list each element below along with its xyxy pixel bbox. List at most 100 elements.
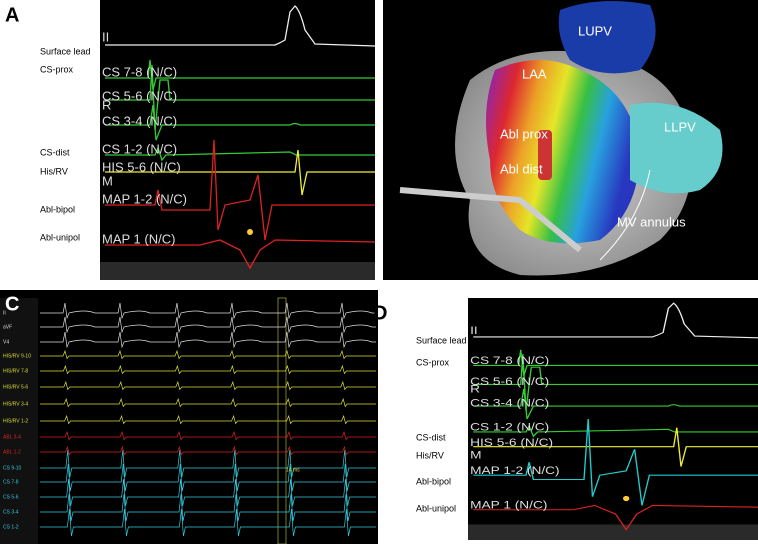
trace — [105, 146, 375, 162]
trace — [473, 504, 758, 531]
activation-map — [486, 60, 640, 244]
channel-label: HIS/RV 1-2 — [3, 418, 28, 424]
panel-letter: D — [373, 302, 387, 324]
trace — [40, 508, 376, 537]
side-label: His/RV — [416, 450, 444, 460]
screen-bg — [100, 0, 375, 280]
screen-footer — [468, 524, 758, 540]
abl-catheter — [538, 130, 552, 180]
channel-label: MAP 1 (N/C) — [470, 499, 547, 512]
channel-label: HIS 5-6 (N/C) — [102, 159, 181, 174]
channel-label: MAP 1-2 (N/C) — [102, 191, 187, 206]
channel-label: CS 5-6 (N/C) — [102, 88, 177, 103]
channel-label: CS 1-2 (N/C) — [102, 141, 177, 156]
trace — [105, 139, 375, 241]
trace — [40, 380, 376, 391]
trace — [105, 239, 376, 270]
trace — [40, 397, 376, 408]
side-label: CS-dist — [416, 432, 446, 442]
map-label: LUPV — [578, 23, 612, 38]
channel-label: ABL 3-4 — [3, 434, 21, 440]
panel-d: D Surface lead CS-prox CS-dist His/RV Abl-bip… — [373, 298, 758, 540]
channel-label: R — [470, 383, 480, 396]
trace — [105, 64, 375, 131]
channel-label: CS 3-4 (N/C) — [470, 397, 549, 410]
channel-label: CS 5-6 (N/C) — [470, 375, 549, 388]
map-label: LAA — [522, 66, 547, 81]
side-label: Surface lead — [416, 335, 467, 345]
screen-bg — [468, 298, 758, 540]
channel-label: HIS/RV 3-4 — [3, 401, 28, 407]
channel-label: CS 9-10 — [3, 465, 22, 471]
side-label: His/RV — [40, 166, 68, 176]
side-label: Abl-bipol — [40, 204, 75, 214]
screen-footer — [100, 262, 375, 280]
panel-a: A Surface lead CS-prox CS-dist His/RV Abl-bip… — [5, 0, 376, 280]
marker — [247, 229, 253, 235]
channel-label: HIS 5-6 (N/C) — [470, 436, 553, 449]
measurement: 14 ms — [286, 467, 300, 473]
egm-screen: II CS 7-8 (N/C) CS 5-6 (N/C)RCS 3-4 (N/C) C… — [468, 298, 758, 540]
channel-label: CS 3-4 (N/C) — [102, 113, 177, 128]
channel-label: II — [102, 29, 109, 44]
channel-label: CS 7-8 (N/C) — [102, 64, 177, 79]
channel-label: CS 5-6 — [3, 494, 19, 500]
channel-label: ABL 1-2 — [3, 449, 21, 455]
side-label: CS-dist — [40, 147, 70, 157]
channel-label: HIS/RV 5-6 — [3, 384, 28, 390]
trace — [473, 354, 758, 411]
channel-label: HIS/RV 7-8 — [3, 368, 28, 374]
panel-letter: B — [388, 6, 402, 28]
channel-label: aVF — [3, 324, 12, 330]
channel-label: CS 7-8 (N/C) — [470, 354, 549, 367]
channel-label: II — [470, 324, 478, 337]
side-label: CS-prox — [416, 357, 450, 367]
side-label: Abl-unipol — [416, 503, 456, 513]
channel-label: M — [470, 448, 481, 461]
recording-bg — [0, 290, 378, 544]
trace — [473, 388, 758, 420]
marker — [623, 495, 630, 502]
map-label: MV annulus — [617, 214, 686, 229]
panel-b: LUPV LAA LLPV Abl prox Abl dist MV annulus B — [383, 0, 758, 280]
channel-label: HIS/RV 9-10 — [3, 353, 31, 359]
trace — [40, 302, 376, 320]
side-label: Abl-unipol — [40, 232, 80, 242]
mv-annulus — [599, 169, 651, 261]
channel-label: CS 3-4 — [3, 509, 19, 515]
trace — [473, 418, 758, 506]
channel-label: CS 1-2 (N/C) — [470, 421, 549, 434]
side-label: CS-prox — [40, 64, 74, 74]
trace — [40, 316, 376, 334]
trace — [40, 349, 376, 360]
trace — [40, 478, 376, 507]
channel-label: CS 1-2 — [3, 524, 19, 530]
catheter — [399, 187, 582, 253]
trace — [105, 5, 376, 47]
channel-label: II — [3, 310, 6, 316]
trace — [473, 424, 758, 438]
lupv — [558, 1, 656, 74]
llpv — [630, 102, 723, 194]
trace — [40, 493, 376, 522]
side-label: Abl-bipol — [416, 476, 451, 486]
trace — [105, 149, 375, 196]
trace — [40, 364, 376, 375]
channel-label: CS 7-8 — [3, 479, 19, 485]
channel-label: MAP 1-2 (N/C) — [470, 464, 560, 477]
channel-label: V4 — [3, 339, 9, 345]
label-column — [0, 298, 38, 544]
egm-screen: II CS 7-8 (N/C) CS 5-6 (N/C)RCS 3-4 (N/C) C… — [100, 0, 376, 280]
map-label: Abl prox — [500, 126, 548, 141]
channel-label: MAP 1 (N/C) — [102, 231, 175, 246]
map-label: Abl dist — [500, 161, 543, 176]
trace — [40, 445, 376, 456]
panel-c: II aVF V4 HIS/RV 9-10 HIS/RV 7-8 HIS/RV 5-6 HI… — [0, 290, 378, 544]
trace — [473, 302, 758, 339]
map-label: LLPV — [664, 119, 696, 134]
trace — [40, 331, 376, 349]
panel-letter: A — [5, 4, 19, 26]
trace — [473, 427, 758, 467]
channel-label: R — [102, 97, 111, 112]
